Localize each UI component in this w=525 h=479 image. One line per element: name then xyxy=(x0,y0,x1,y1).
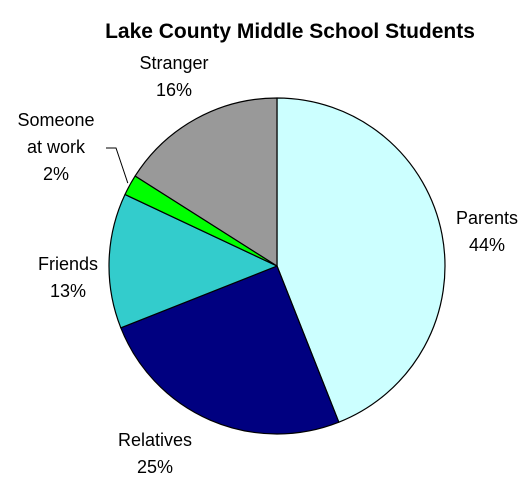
slice-percent: 16% xyxy=(156,80,192,100)
slice-label-someone-at-work: Someone at work 2% xyxy=(17,110,94,184)
slice-name: Someone xyxy=(17,110,94,130)
slice-label-parents: Parents 44% xyxy=(456,208,518,255)
slice-percent: 13% xyxy=(50,281,86,301)
slice-labels: Parents 44% Relatives 25% Friends 13% Someone a… xyxy=(17,53,518,477)
slice-label-friends: Friends 13% xyxy=(38,254,98,301)
slice-name: Relatives xyxy=(118,430,192,450)
slice-name: Parents xyxy=(456,208,518,228)
slice-percent: 44% xyxy=(469,235,505,255)
slice-label-stranger: Stranger 16% xyxy=(139,53,208,100)
leader-lines xyxy=(106,147,129,184)
pie-slice-relatives xyxy=(120,265,340,435)
slice-name: Stranger xyxy=(139,53,208,73)
slice-name: Friends xyxy=(38,254,98,274)
leader-line-someone-at-work xyxy=(106,147,129,184)
slice-name: at work xyxy=(27,137,86,157)
pie-slice-friends xyxy=(108,193,278,329)
pie-slices xyxy=(108,97,446,435)
pie-slice-stranger xyxy=(134,97,278,267)
slice-label-relatives: Relatives 25% xyxy=(118,430,192,477)
slice-percent: 2% xyxy=(43,164,69,184)
slice-percent: 25% xyxy=(137,457,173,477)
chart-title: Lake County Middle School Students xyxy=(105,20,475,43)
pie-slice-parents xyxy=(276,97,446,423)
